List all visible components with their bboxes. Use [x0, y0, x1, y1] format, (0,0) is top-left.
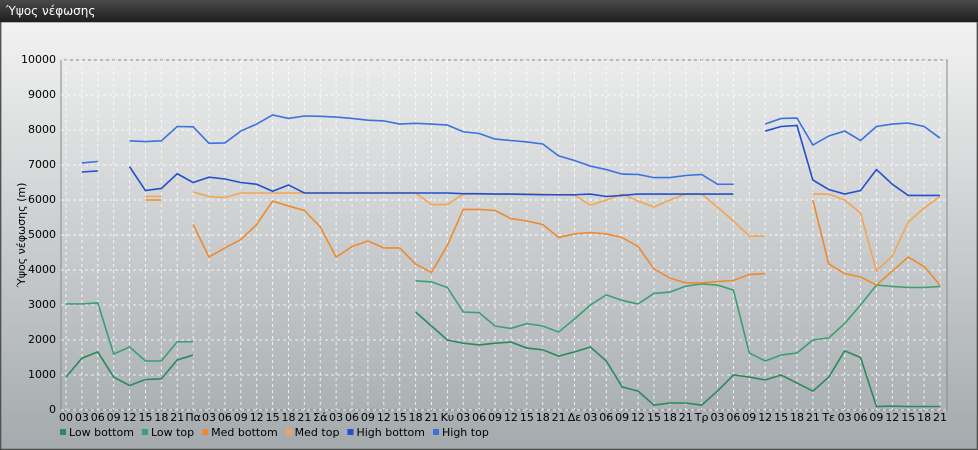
- x-tick-label: 15: [266, 411, 280, 424]
- x-tick-label: 12: [758, 411, 772, 424]
- x-tick-label: 15: [901, 411, 915, 424]
- x-tick-label: 18: [536, 411, 550, 424]
- legend-label: Med bottom: [211, 426, 278, 439]
- x-tick-label: Τρ: [694, 411, 709, 424]
- x-tick-label: 18: [663, 411, 677, 424]
- y-tick-label: 7000: [28, 158, 56, 171]
- x-tick-label: 21: [806, 411, 820, 424]
- x-tick-label: 21: [933, 411, 947, 424]
- x-tick-label: 03: [75, 411, 89, 424]
- x-tick-label: 18: [281, 411, 295, 424]
- x-tick-label: 09: [615, 411, 629, 424]
- x-tick-label: 09: [234, 411, 248, 424]
- x-tick-label: 09: [742, 411, 756, 424]
- x-tick-label: 21: [552, 411, 566, 424]
- x-tick-label: 12: [885, 411, 899, 424]
- y-tick-label: 2000: [28, 333, 56, 346]
- x-tick-label: 21: [679, 411, 693, 424]
- x-tick-label: 03: [838, 411, 852, 424]
- x-tick-label: 12: [250, 411, 264, 424]
- x-tick-label: 06: [599, 411, 613, 424]
- x-tick-label: 03: [329, 411, 343, 424]
- x-tick-label: 18: [790, 411, 804, 424]
- x-tick-label: 15: [393, 411, 407, 424]
- x-tick-label: 03: [456, 411, 470, 424]
- series-line: [65, 311, 940, 408]
- y-tick-label: 10000: [21, 53, 56, 66]
- x-tick-label: 12: [631, 411, 645, 424]
- x-tick-label: 15: [647, 411, 661, 424]
- y-tick-label: 0: [49, 403, 56, 416]
- x-tick-label: 00: [59, 411, 73, 424]
- x-tick-label: 09: [488, 411, 502, 424]
- y-tick-label: 8000: [28, 123, 56, 136]
- x-tick-label: 18: [917, 411, 931, 424]
- x-tick-label: 15: [138, 411, 152, 424]
- y-tick-label: 4000: [28, 263, 56, 276]
- legend-swatch: [202, 429, 209, 435]
- y-tick-label: 6000: [28, 193, 56, 206]
- x-tick-label: Κυ: [441, 411, 455, 424]
- legend-swatch: [60, 429, 66, 435]
- x-tick-label: Πα: [185, 411, 201, 424]
- legend-swatch: [347, 429, 354, 435]
- legend-swatch: [141, 429, 148, 435]
- x-tick-label: 03: [202, 411, 216, 424]
- x-tick-label: 21: [297, 411, 311, 424]
- x-tick-label: 21: [424, 411, 438, 424]
- legend-label: High bottom: [356, 426, 425, 439]
- x-tick-label: 21: [170, 411, 184, 424]
- x-tick-label: 12: [123, 411, 137, 424]
- x-tick-label: Σά: [313, 411, 327, 424]
- x-tick-label: 09: [361, 411, 375, 424]
- x-tick-label: 09: [107, 411, 121, 424]
- legend-label: High top: [442, 426, 489, 439]
- x-tick-label: 03: [583, 411, 597, 424]
- x-tick-label: 15: [520, 411, 534, 424]
- x-tick-label: 06: [854, 411, 868, 424]
- x-tick-label: Δε: [568, 411, 582, 424]
- x-tick-label: 15: [774, 411, 788, 424]
- legend-swatch: [285, 429, 292, 435]
- x-tick-label: 06: [218, 411, 232, 424]
- x-tick-label: 09: [869, 411, 883, 424]
- series-line: [66, 280, 941, 362]
- x-tick-label: 06: [472, 411, 486, 424]
- legend-label: Med top: [295, 426, 340, 439]
- x-tick-label: 06: [345, 411, 359, 424]
- chart: Ύψος νέφωσης (m) 0 1000 2000 3000 4000 5000 60…: [0, 22, 978, 450]
- series-line: [145, 199, 941, 287]
- x-tick-label: 18: [154, 411, 168, 424]
- legend-swatch: [433, 429, 439, 435]
- series-line: [81, 114, 941, 186]
- y-tick-label: 1000: [28, 368, 56, 381]
- x-tick-label: 12: [504, 411, 518, 424]
- x-tick-label: 06: [91, 411, 105, 424]
- legend-label: Low bottom: [69, 426, 134, 439]
- legend-label: Low top: [151, 426, 194, 439]
- x-tick-label: 18: [409, 411, 423, 424]
- series-line: [81, 124, 940, 198]
- x-tick-label: Τε: [821, 411, 835, 424]
- y-axis-label: Ύψος νέφωσης (m): [15, 183, 28, 289]
- window-title: Ύψος νέφωσης: [0, 0, 978, 22]
- y-tick-label: 5000: [28, 228, 56, 241]
- y-tick-label: 9000: [28, 88, 56, 101]
- x-tick-label: 03: [711, 411, 725, 424]
- x-tick-label: 12: [377, 411, 391, 424]
- y-tick-label: 3000: [28, 298, 56, 311]
- x-tick-label: 06: [726, 411, 740, 424]
